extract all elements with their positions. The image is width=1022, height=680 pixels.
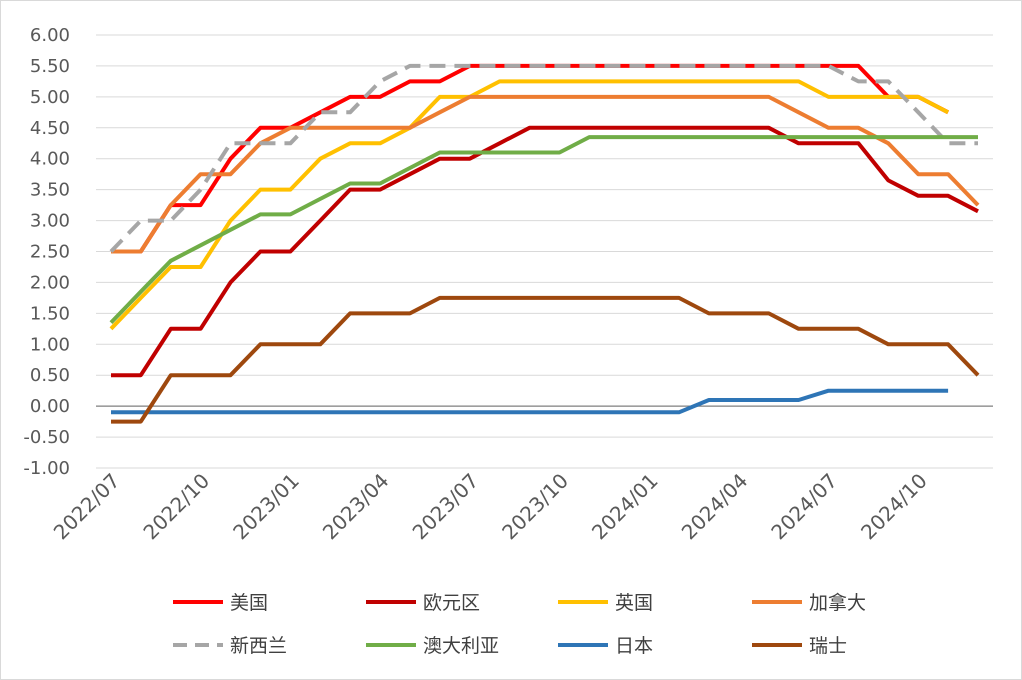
series-line-6	[111, 388, 949, 415]
y-tick-label: 4.50	[30, 118, 70, 139]
series-line-5	[109, 135, 978, 324]
series-lines	[109, 63, 980, 424]
series-line-1	[111, 125, 979, 378]
y-tick-label: -0.50	[23, 427, 70, 448]
y-tick-label: 2.00	[30, 272, 70, 293]
y-tick-label: 3.00	[30, 211, 70, 232]
y-tick-label: 0.50	[30, 365, 70, 386]
legend-label: 英国	[615, 592, 653, 614]
y-tick-label: 0.00	[30, 396, 70, 417]
y-tick-label: 2.50	[30, 242, 70, 263]
y-tick-label: 1.00	[30, 334, 70, 355]
y-tick-label: 3.50	[30, 180, 70, 201]
y-tick-label: -1.00	[23, 458, 70, 479]
legend-label: 加拿大	[809, 591, 866, 614]
legend-label: 美国	[230, 592, 268, 614]
y-tick-label: 4.00	[30, 149, 70, 170]
y-tick-label: 1.50	[30, 303, 70, 324]
legend-label: 瑞士	[809, 635, 847, 657]
legend-label: 新西兰	[230, 635, 287, 657]
legend-label: 欧元区	[423, 592, 480, 614]
y-tick-label: 6.00	[30, 25, 70, 46]
y-axis-tick-labels: -1.00 -0.50 0.00 0.50 1.00 1.50 2.00 2.50 3.00 3.…	[23, 25, 70, 479]
legend-label: 日本	[615, 635, 653, 657]
y-tick-label: 5.00	[30, 87, 70, 108]
series-line-7	[111, 295, 980, 424]
series-line-4	[109, 63, 978, 253]
series-line-2	[109, 79, 950, 331]
legend-label: 澳大利亚	[423, 635, 499, 657]
series-line-3	[111, 94, 980, 254]
y-tick-label: 5.50	[30, 56, 70, 77]
